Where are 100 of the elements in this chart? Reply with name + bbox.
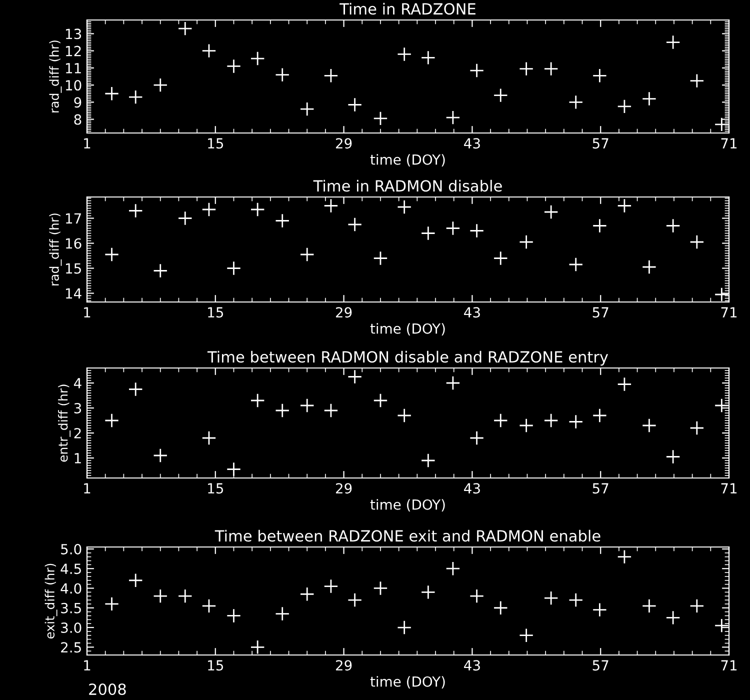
- point: [420, 226, 436, 241]
- point: [397, 620, 412, 635]
- point: [690, 420, 704, 436]
- point: [666, 34, 680, 50]
- x-tick-label: 71: [721, 483, 737, 494]
- point: [617, 99, 632, 114]
- point: [592, 218, 607, 234]
- point: [275, 403, 290, 418]
- point: [324, 578, 338, 594]
- x-tick-label: 15: [208, 138, 224, 149]
- x-tick-label: 57: [592, 483, 608, 494]
- point: [420, 50, 436, 65]
- point: [493, 600, 508, 616]
- x-tick-label: 1: [84, 660, 90, 670]
- point: [714, 287, 729, 302]
- y-tick-label: 2: [74, 428, 81, 438]
- x-tick-label: 71: [721, 660, 737, 670]
- chart-title: Time in RADMON disable: [313, 180, 502, 192]
- point: [128, 90, 143, 104]
- point: [519, 418, 534, 433]
- y-axis-title: rad_diff (hr): [49, 40, 62, 112]
- x-tick-label: 15: [208, 660, 224, 671]
- point: [592, 68, 607, 83]
- point: [519, 62, 534, 76]
- x-tick-label: 57: [592, 138, 608, 149]
- point: [666, 218, 680, 234]
- point: [275, 606, 290, 622]
- point: [568, 592, 584, 608]
- point: [568, 257, 584, 272]
- text: 2008: [89, 683, 126, 696]
- point: [397, 408, 412, 423]
- x-tick-label: 71: [721, 307, 737, 318]
- point: [250, 640, 265, 654]
- point: [178, 588, 192, 604]
- point: [104, 247, 120, 262]
- y-tick-label: 9: [74, 97, 82, 108]
- point: [544, 204, 558, 220]
- point: [617, 376, 632, 392]
- y-tick-label: 4.5: [60, 564, 81, 574]
- point: [153, 448, 168, 463]
- y-tick-label: 15: [66, 263, 81, 274]
- y-tick-label: 4.0: [60, 583, 82, 594]
- point: [104, 413, 120, 428]
- point: [128, 203, 143, 218]
- x-tick-label: 71: [721, 138, 737, 148]
- point: [544, 413, 558, 428]
- point: [690, 73, 704, 88]
- x-tick-label: 57: [592, 307, 608, 318]
- x-tick-label: 1: [84, 483, 90, 494]
- y-tick-label: 1: [74, 453, 81, 464]
- y-tick-label: 12: [66, 46, 81, 56]
- y-tick-label: 8: [74, 114, 82, 125]
- point: [592, 408, 607, 423]
- y-tick-label: 10: [66, 80, 82, 91]
- x-axis-title: time (DOY): [370, 676, 445, 688]
- point: [178, 21, 192, 36]
- point: [348, 369, 362, 384]
- point: [642, 260, 656, 274]
- x-axis-title: time (DOY): [370, 154, 445, 166]
- x-tick-label: 29: [336, 138, 352, 149]
- x-tick-label: 57: [592, 660, 608, 671]
- y-tick-label: 17: [66, 213, 81, 224]
- x-tick-label: 1: [84, 138, 90, 148]
- point: [617, 198, 632, 214]
- point: [324, 198, 338, 214]
- point: [420, 584, 436, 600]
- x-tick-label: 29: [336, 660, 352, 671]
- point: [592, 602, 607, 618]
- point: [714, 618, 729, 633]
- x-tick-label: 29: [336, 307, 352, 318]
- chart-title: Time between RADMON disable and RADZONE entry: [207, 350, 608, 366]
- point: [202, 202, 216, 217]
- point: [568, 94, 584, 110]
- y-tick-label: 13: [66, 28, 82, 40]
- point: [714, 117, 729, 132]
- point: [226, 462, 242, 477]
- point: [373, 393, 388, 408]
- point: [519, 628, 534, 643]
- x-tick-label: 43: [464, 138, 480, 149]
- x-tick-label: 29: [336, 483, 352, 494]
- point: [153, 588, 168, 604]
- point: [493, 250, 508, 266]
- point: [470, 588, 484, 604]
- point: [153, 263, 168, 278]
- point: [470, 63, 484, 78]
- point: [470, 430, 484, 446]
- point: [348, 97, 362, 112]
- point: [397, 200, 412, 214]
- point: [300, 586, 314, 602]
- point: [446, 110, 460, 125]
- point: [324, 403, 338, 418]
- point: [666, 610, 680, 625]
- y-tick-label: 2.5: [61, 642, 81, 653]
- x-tick-label: 43: [464, 307, 480, 318]
- point: [250, 393, 265, 408]
- x-tick-label: 43: [464, 660, 480, 671]
- point: [202, 430, 216, 446]
- point: [250, 202, 265, 217]
- point: [690, 598, 704, 614]
- point: [373, 250, 388, 266]
